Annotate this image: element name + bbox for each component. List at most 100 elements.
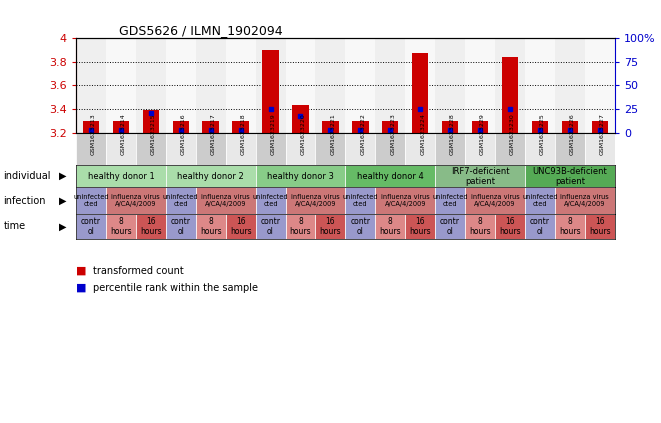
Text: 8
hours: 8 hours xyxy=(559,217,580,236)
Bar xyxy=(405,214,435,239)
Bar xyxy=(585,214,615,239)
Text: influenza virus
A/CA/4/2009: influenza virus A/CA/4/2009 xyxy=(202,194,250,207)
Bar xyxy=(585,133,615,165)
Text: GDS5626 / ILMN_1902094: GDS5626 / ILMN_1902094 xyxy=(119,24,283,37)
Bar xyxy=(136,133,166,165)
Text: GSM1623224: GSM1623224 xyxy=(420,113,425,155)
Bar xyxy=(375,187,435,214)
Bar xyxy=(106,187,166,214)
Bar xyxy=(256,187,286,214)
Bar xyxy=(555,187,615,214)
Text: GSM1623214: GSM1623214 xyxy=(121,113,126,155)
Text: GSM1623226: GSM1623226 xyxy=(570,113,575,155)
Text: contr
ol: contr ol xyxy=(171,217,191,236)
Bar xyxy=(292,105,309,133)
Text: GSM1623215: GSM1623215 xyxy=(151,113,156,155)
Text: GSM1623222: GSM1623222 xyxy=(360,113,366,155)
Text: GSM1623213: GSM1623213 xyxy=(91,113,96,155)
Bar xyxy=(76,133,106,165)
Bar xyxy=(225,214,256,239)
Bar xyxy=(435,165,525,187)
Bar xyxy=(465,38,495,133)
Text: 16
hours: 16 hours xyxy=(320,217,341,236)
Bar xyxy=(495,38,525,133)
Bar xyxy=(76,187,106,214)
Text: influenza virus
A/CA/4/2009: influenza virus A/CA/4/2009 xyxy=(561,194,609,207)
Bar xyxy=(435,187,465,214)
Bar xyxy=(375,133,405,165)
Text: contr
ol: contr ol xyxy=(81,217,101,236)
Bar xyxy=(495,214,525,239)
Bar xyxy=(435,214,465,239)
Bar xyxy=(166,38,196,133)
Bar xyxy=(76,38,106,133)
Bar xyxy=(173,121,189,133)
Bar xyxy=(345,133,375,165)
Text: GSM1623216: GSM1623216 xyxy=(180,113,186,155)
Bar xyxy=(112,121,129,133)
Bar xyxy=(256,165,345,187)
Text: influenza virus
A/CA/4/2009: influenza virus A/CA/4/2009 xyxy=(471,194,520,207)
Text: ■: ■ xyxy=(76,283,87,293)
Text: uninfected
cted: uninfected cted xyxy=(73,194,109,207)
Bar xyxy=(465,214,495,239)
Bar xyxy=(166,214,196,239)
Text: ▶: ▶ xyxy=(59,195,66,206)
Bar xyxy=(405,38,435,133)
Bar xyxy=(225,133,256,165)
Bar xyxy=(442,121,458,133)
Bar xyxy=(136,38,166,133)
Text: influenza virus
A/CA/4/2009: influenza virus A/CA/4/2009 xyxy=(112,194,160,207)
Text: infection: infection xyxy=(3,195,46,206)
Bar xyxy=(585,38,615,133)
Bar xyxy=(525,214,555,239)
Text: influenza virus
A/CA/4/2009: influenza virus A/CA/4/2009 xyxy=(381,194,430,207)
Text: uninfected
cted: uninfected cted xyxy=(342,194,378,207)
Bar xyxy=(435,38,465,133)
Text: GSM1623217: GSM1623217 xyxy=(211,113,215,155)
Bar xyxy=(286,38,315,133)
Bar xyxy=(345,165,435,187)
Text: 16
hours: 16 hours xyxy=(409,217,431,236)
Text: 16
hours: 16 hours xyxy=(140,217,162,236)
Bar xyxy=(106,214,136,239)
Bar xyxy=(286,187,345,214)
Bar xyxy=(196,214,225,239)
Bar xyxy=(256,133,286,165)
Bar xyxy=(286,214,315,239)
Text: individual: individual xyxy=(3,171,51,181)
Bar xyxy=(592,121,608,133)
Bar xyxy=(143,110,159,133)
Text: 16
hours: 16 hours xyxy=(499,217,521,236)
Bar xyxy=(166,165,256,187)
Bar xyxy=(256,38,286,133)
Text: 16
hours: 16 hours xyxy=(589,217,611,236)
Bar xyxy=(375,214,405,239)
Bar xyxy=(196,187,256,214)
Text: GSM1623230: GSM1623230 xyxy=(510,113,515,155)
Bar xyxy=(83,121,99,133)
Bar xyxy=(345,214,375,239)
Bar xyxy=(465,187,525,214)
Bar xyxy=(531,121,548,133)
Bar xyxy=(525,133,555,165)
Bar xyxy=(286,133,315,165)
Bar xyxy=(412,53,428,133)
Text: 8
hours: 8 hours xyxy=(379,217,401,236)
Text: healthy donor 1: healthy donor 1 xyxy=(87,172,154,181)
Bar xyxy=(256,214,286,239)
Text: GSM1623229: GSM1623229 xyxy=(480,113,485,155)
Bar xyxy=(315,214,345,239)
Text: healthy donor 2: healthy donor 2 xyxy=(177,172,244,181)
Text: GSM1623219: GSM1623219 xyxy=(270,113,276,155)
Bar xyxy=(382,121,399,133)
Bar xyxy=(502,57,518,133)
Bar xyxy=(262,50,279,133)
Text: ▶: ▶ xyxy=(59,171,66,181)
Text: 8
hours: 8 hours xyxy=(110,217,132,236)
Bar xyxy=(196,133,225,165)
Text: healthy donor 4: healthy donor 4 xyxy=(357,172,424,181)
Text: contr
ol: contr ol xyxy=(350,217,370,236)
Bar xyxy=(225,38,256,133)
Text: 8
hours: 8 hours xyxy=(200,217,221,236)
